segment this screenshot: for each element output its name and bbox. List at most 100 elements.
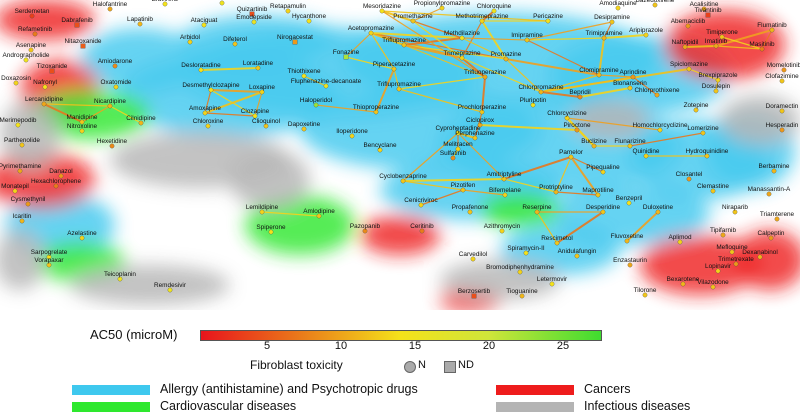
node-marker bbox=[205, 123, 211, 129]
edge-Desipramine-Imipramine bbox=[526, 21, 613, 41]
node-desloratadine: Desloratadine bbox=[181, 62, 221, 73]
node-marker bbox=[534, 209, 540, 215]
node-marker bbox=[655, 209, 661, 215]
node-label: Thiothixene bbox=[287, 68, 320, 75]
node-marker bbox=[107, 6, 113, 12]
node-marker bbox=[729, 249, 735, 255]
node-marker bbox=[630, 74, 636, 80]
node-marker bbox=[79, 235, 85, 241]
node-marker bbox=[523, 250, 529, 256]
node-marker bbox=[657, 127, 663, 133]
node-marker bbox=[15, 122, 21, 128]
edge-Trifluoperazine-Triflupromazine2 bbox=[398, 76, 486, 90]
edge-Acetopromazine-Methdilazine bbox=[370, 32, 463, 39]
edge-Triflupromazine2-Prochlorperazine bbox=[398, 88, 483, 113]
node-marker bbox=[455, 146, 461, 152]
node-vilazodone: Vilazodone bbox=[697, 279, 729, 290]
node-timiperone: Timiperone bbox=[706, 29, 738, 40]
node-lercanidipine: Lercanidipine bbox=[25, 96, 63, 107]
node-serdemetan: Serdemetan bbox=[15, 8, 50, 19]
node-label: Nafronyl bbox=[33, 79, 57, 86]
node-label: Amodiaquine bbox=[599, 0, 637, 7]
edge-Loxapine-Amoxapine bbox=[204, 91, 263, 114]
node-label: Loxapine bbox=[249, 84, 275, 91]
node-marker bbox=[162, 1, 168, 7]
node-label: Pazopanib bbox=[350, 223, 381, 230]
node-lemildipine: Lemildipine bbox=[246, 204, 279, 215]
edge-Mesoridazine-Pericazine bbox=[381, 10, 549, 22]
node-label: Buclizine bbox=[581, 138, 607, 145]
node-label: Bexarotene bbox=[667, 276, 700, 283]
colorbar-title: AC50 (microM) bbox=[90, 327, 178, 342]
node-label: Closantel bbox=[676, 171, 703, 178]
edge-Promethazine-Mesoridazine bbox=[381, 10, 414, 22]
edge-Desipramine-Trimipramine bbox=[603, 21, 613, 39]
node-marker bbox=[733, 261, 739, 267]
node-label: Clozapine bbox=[241, 108, 270, 115]
node-marker bbox=[499, 228, 505, 234]
edge-Cyproheptadine-Amitriptyline bbox=[457, 132, 505, 180]
node-marker bbox=[459, 55, 465, 61]
node-marker bbox=[769, 27, 775, 33]
node-marker bbox=[549, 281, 555, 287]
node-blonanserin: Blonanserin bbox=[613, 80, 647, 91]
node-marker bbox=[112, 63, 118, 69]
node-iloperidone: Iloperidone bbox=[336, 128, 368, 139]
node-label: Trimeprazine bbox=[443, 50, 480, 57]
node-tipifarnib: Tipifarnib bbox=[710, 227, 736, 238]
node-label: Dexanabinol bbox=[742, 249, 778, 256]
node-label: Merimepodib bbox=[0, 117, 37, 124]
node-marker bbox=[766, 191, 772, 197]
node-marker bbox=[400, 178, 406, 184]
edge-Piperacetazine-Thioproperazine bbox=[375, 68, 395, 113]
node-merimepodib: Merimepodib bbox=[0, 117, 37, 128]
node-marker bbox=[652, 2, 658, 8]
node-haloperidol: Haloperidol bbox=[300, 97, 332, 108]
node-marker bbox=[28, 47, 34, 53]
node-bazedoxifene: Bazedoxifene bbox=[636, 0, 675, 8]
edge-Aripiprazole-Trimipramine bbox=[603, 34, 647, 39]
node-marker bbox=[626, 200, 632, 206]
node-marker bbox=[577, 94, 583, 100]
drug-network: Serdemetan Halofantrine Efavirenz Siccanin R… bbox=[0, 0, 800, 310]
node-marker bbox=[138, 120, 144, 126]
node-marker bbox=[391, 66, 397, 72]
node-momelotinib: Momelotinib bbox=[767, 62, 800, 73]
node-label: Pluripotin bbox=[520, 97, 547, 104]
node-andrographolide: Andrographolide bbox=[3, 52, 50, 63]
node-marker bbox=[455, 130, 461, 136]
edge-Cyclobenzaprine-Amitriptyline bbox=[402, 178, 505, 182]
edge-Loxapine-Clozapine bbox=[254, 91, 263, 117]
edge-Lercanidipine-Manidipine bbox=[43, 103, 83, 123]
node-label: Icaritin bbox=[13, 213, 32, 220]
network-edges bbox=[43, 7, 773, 244]
node-hexachlorophene: Hexachlorophene bbox=[31, 178, 81, 189]
node-marker bbox=[301, 126, 307, 132]
node-marker bbox=[574, 127, 580, 133]
node-methotrimeprazine: Methotrimeprazine bbox=[456, 13, 509, 24]
node-clomipramine: Clomipramine bbox=[579, 67, 619, 78]
edge-Methotrimeprazine-Trimeprazine bbox=[461, 20, 483, 59]
node-label: Promazine bbox=[491, 51, 522, 58]
node-tioguanine: Tioguanine bbox=[506, 288, 538, 299]
node-aplimod: Aplimod bbox=[668, 234, 692, 245]
ac50-colorbar bbox=[200, 330, 602, 341]
node-marker bbox=[53, 183, 59, 189]
node-label: Thioproperazine bbox=[353, 104, 400, 111]
node-marker bbox=[491, 8, 497, 14]
node-label: Efavirenz bbox=[152, 0, 179, 3]
node-monatepil: Monatepil bbox=[1, 183, 29, 194]
edge-Triflupromazine-Methdilazine bbox=[403, 37, 463, 46]
node-berbamine: Berbamine bbox=[759, 163, 790, 174]
node-trimipramine: Trimipramine bbox=[585, 30, 623, 41]
edge-Chlorpromazine-Clomipramine bbox=[540, 74, 600, 93]
node-marker bbox=[208, 87, 214, 93]
node-label: Cyclobenzaprine bbox=[379, 173, 427, 180]
node-label: Niraparib bbox=[722, 204, 748, 211]
node-label: Ciclopirox bbox=[466, 117, 495, 124]
node-piroctone: Piroctone bbox=[564, 122, 591, 133]
edge-Rescimetol-Desperidine bbox=[556, 211, 604, 244]
node-label: Azithromycin bbox=[484, 223, 521, 230]
category-region-cancers bbox=[0, 0, 95, 40]
category-region-cardio bbox=[30, 90, 150, 140]
